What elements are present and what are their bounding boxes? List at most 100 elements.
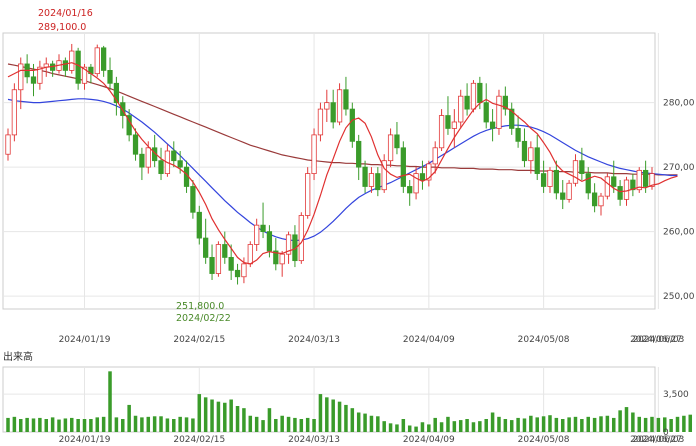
- volume-bar: [38, 417, 42, 432]
- candle-body: [139, 153, 145, 168]
- volume-bar: [433, 417, 437, 432]
- volume-bar: [159, 416, 163, 432]
- candle-body: [241, 263, 247, 278]
- ma-mid-polyline: [7, 98, 678, 242]
- volume-bar: [337, 401, 342, 432]
- candle-body: [317, 108, 324, 136]
- volume-bar: [274, 419, 278, 432]
- candle-body: [464, 95, 470, 110]
- volume-bar: [376, 416, 380, 432]
- candle-body: [623, 179, 630, 200]
- volume-bar: [318, 394, 323, 432]
- price-x-tick-label: 2024/04/09: [403, 335, 455, 345]
- volume-bar: [12, 416, 17, 432]
- candle-body: [426, 163, 432, 181]
- volume-bar: [452, 421, 457, 432]
- candle-body: [120, 102, 126, 116]
- volume-bars: [6, 371, 693, 432]
- volume-bar: [611, 417, 616, 432]
- volume-x-tick-label: 2024/04/09: [403, 435, 455, 445]
- volume-bar: [312, 419, 316, 432]
- volume-bar: [554, 417, 559, 432]
- volume-bar: [254, 416, 259, 432]
- candle-body: [432, 147, 438, 165]
- candle-body: [330, 102, 336, 123]
- volume-bar: [662, 417, 667, 432]
- volume-x-tick-label: 2024/01/19: [59, 435, 111, 445]
- ma-short-line: [7, 62, 678, 265]
- candle-body: [470, 82, 477, 110]
- volume-bar: [127, 404, 131, 432]
- volume-bar: [592, 417, 597, 432]
- candle-body: [560, 192, 566, 200]
- volume-bar: [305, 417, 310, 432]
- ma-long-polyline: [7, 63, 678, 176]
- volume-bar: [605, 415, 610, 432]
- volume-bar: [133, 415, 138, 432]
- candle-body: [591, 192, 598, 207]
- volume-bar: [344, 404, 348, 432]
- volume-x-ticks: 2024/01/19 2024/02/15 2024/03/13 2024/04/09…: [59, 435, 685, 445]
- volume-bar: [497, 416, 501, 432]
- candle-body: [260, 224, 266, 233]
- volume-bar: [178, 416, 182, 432]
- volume-bar: [675, 416, 680, 432]
- volume-x-tick-label: 2024/06/03: [632, 435, 684, 445]
- candle-body: [279, 253, 285, 265]
- volume-bar: [235, 406, 240, 432]
- volume-bar: [573, 416, 578, 432]
- volume-bar: [229, 399, 233, 432]
- volume-bar: [471, 422, 476, 432]
- volume-bar: [210, 399, 214, 432]
- candle-body: [566, 182, 572, 200]
- candle-body: [649, 173, 655, 187]
- candle-body: [94, 47, 100, 75]
- volume-y-tick-label: 3,500: [663, 390, 689, 400]
- volume-bar: [624, 407, 629, 432]
- volume-bar: [70, 417, 74, 432]
- candle-body: [18, 63, 24, 91]
- candle-body: [222, 244, 228, 258]
- price-x-tick-label: 2024/06/27: [630, 335, 682, 345]
- ma-short-polyline: [7, 62, 678, 265]
- volume-bar: [82, 419, 87, 432]
- volume-bar: [184, 417, 189, 432]
- volume-bar: [140, 417, 144, 432]
- volume-bar: [490, 412, 495, 432]
- high-date-annotation: 2024/01/16: [38, 8, 93, 19]
- candle-body: [37, 66, 43, 84]
- volume-bar: [650, 416, 654, 432]
- candle-body: [234, 269, 241, 278]
- candle-body: [171, 150, 177, 162]
- volume-bar: [108, 371, 112, 432]
- volume-bar: [299, 419, 304, 432]
- volume-bar: [223, 402, 227, 432]
- candle-body: [145, 147, 151, 168]
- volume-bar: [535, 417, 539, 432]
- volume-bar: [522, 418, 527, 432]
- candle-body: [266, 231, 273, 252]
- candle-body: [254, 224, 260, 245]
- low-date-annotation: 2024/02/22: [176, 313, 231, 324]
- volume-bar: [503, 419, 508, 432]
- volume-bar: [89, 419, 93, 432]
- volume-bar: [427, 424, 431, 432]
- candle-body: [298, 215, 304, 262]
- volume-bar: [280, 415, 284, 432]
- volume-bar: [146, 416, 151, 432]
- candle-body: [209, 257, 215, 274]
- volume-x-tick-label: 2024/03/13: [288, 435, 340, 445]
- volume-bar: [586, 416, 590, 432]
- candle-body: [11, 89, 18, 136]
- candle-body: [203, 237, 209, 258]
- candle-body: [336, 89, 343, 123]
- candle-body: [540, 173, 547, 187]
- volume-bar: [580, 419, 584, 432]
- volume-bar: [63, 418, 68, 432]
- volume-bar: [637, 416, 642, 432]
- candle-body: [604, 176, 610, 197]
- volume-y-ticks: 0 3,500: [663, 390, 689, 438]
- candle-body: [228, 257, 234, 271]
